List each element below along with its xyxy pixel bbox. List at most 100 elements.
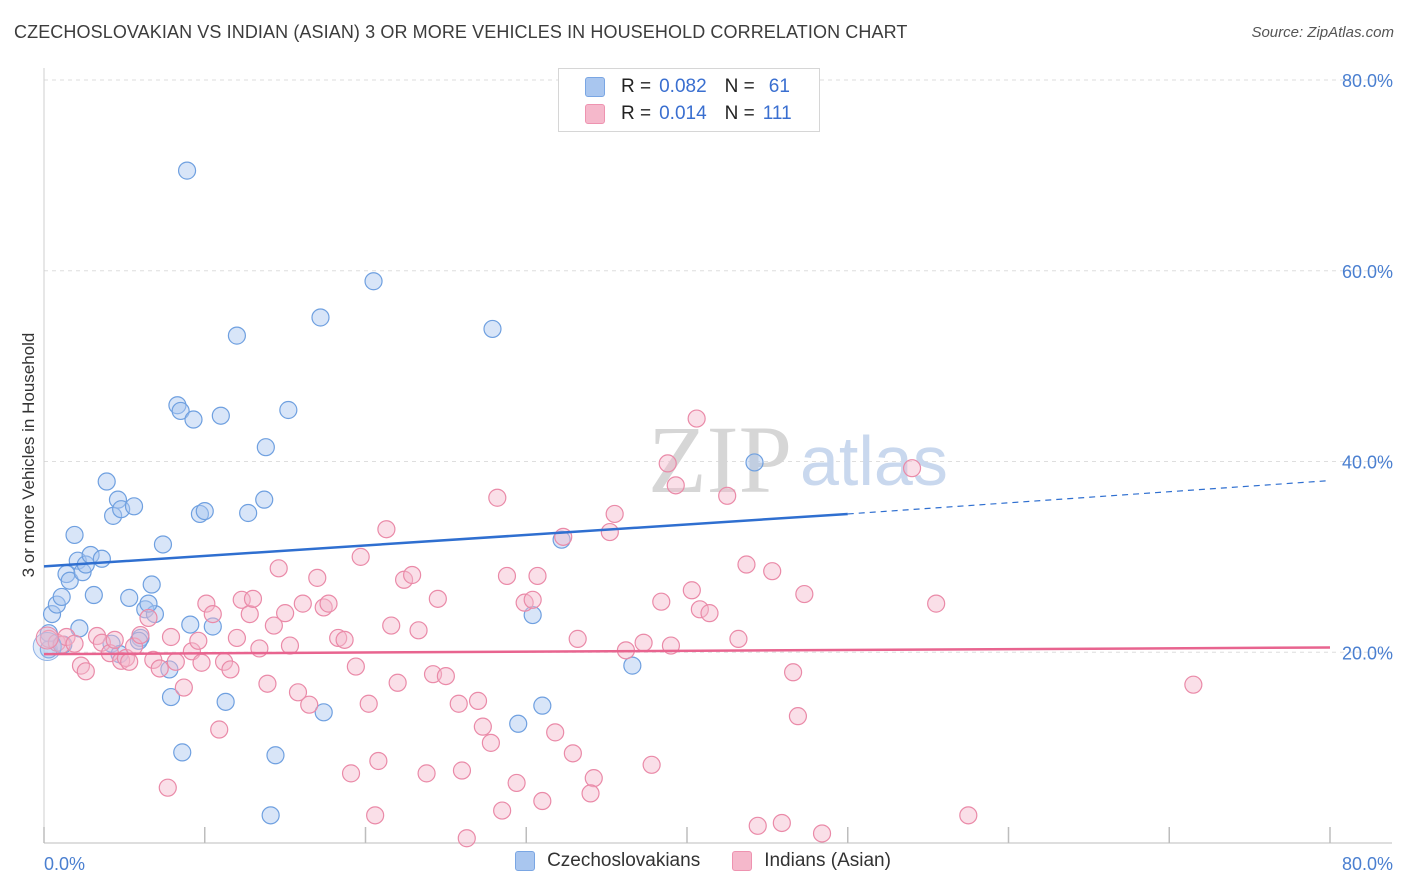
data-point	[308, 568, 327, 587]
data-point	[189, 631, 208, 650]
y-tick-label: 60.0%	[1342, 262, 1393, 282]
data-point	[359, 694, 378, 713]
data-point	[351, 547, 370, 566]
tick-labels: 20.0% 40.0% 60.0% 80.0% 0.0% 80.0%	[44, 71, 1393, 874]
data-point	[335, 630, 354, 649]
data-point	[153, 535, 173, 554]
data-point	[250, 639, 269, 658]
data-point	[84, 585, 103, 605]
data-point	[264, 616, 283, 635]
data-point	[216, 692, 235, 711]
data-point	[158, 778, 177, 797]
data-point	[436, 666, 455, 686]
y-tick-label: 40.0%	[1342, 453, 1393, 473]
y-axis-label: 3 or more Vehicles in Household	[19, 333, 38, 578]
data-point	[605, 504, 624, 524]
data-point	[227, 628, 246, 648]
data-point	[600, 522, 619, 542]
series-legend-item-czechoslovakians: Czechoslovakians	[515, 850, 700, 872]
data-point	[772, 813, 791, 833]
data-point	[92, 549, 111, 568]
data-point	[341, 764, 361, 783]
series-layer	[32, 161, 1203, 848]
data-point	[763, 562, 782, 581]
data-point	[718, 486, 737, 505]
legend-swatch-pink	[585, 104, 605, 124]
data-point	[927, 594, 946, 613]
data-point	[682, 581, 701, 600]
data-point	[65, 525, 84, 545]
grid-lines	[44, 79, 1392, 653]
trend-line-czechoslovakians-extension	[847, 479, 1331, 515]
data-point	[319, 594, 338, 613]
data-point	[346, 657, 365, 676]
data-point	[120, 652, 139, 671]
data-point	[139, 608, 158, 628]
data-point	[795, 584, 814, 604]
data-point	[105, 630, 124, 649]
data-point	[377, 520, 396, 539]
data-point	[658, 454, 677, 473]
data-point	[584, 769, 603, 788]
data-point	[468, 691, 488, 710]
data-point	[329, 628, 348, 648]
data-point	[507, 773, 526, 793]
data-point	[240, 604, 259, 624]
data-point	[293, 594, 312, 613]
data-point	[261, 806, 280, 825]
data-point	[211, 406, 230, 425]
data-point-cluster	[35, 626, 59, 650]
legend-n-value: 61	[768, 76, 790, 97]
data-point	[581, 784, 600, 803]
data-point	[266, 746, 285, 765]
data-point	[488, 488, 507, 507]
legend-n-label: N =	[724, 76, 755, 97]
data-point	[369, 751, 388, 771]
data-point	[314, 703, 333, 722]
data-point	[60, 571, 79, 590]
data-point	[483, 319, 502, 339]
data-point	[168, 396, 187, 415]
data-point	[729, 629, 748, 648]
chart-source: Source: ZipAtlas.com	[1251, 24, 1394, 41]
data-point	[523, 590, 542, 609]
y-tick-label: 20.0%	[1342, 643, 1393, 663]
data-point	[403, 565, 422, 585]
data-point	[42, 604, 62, 624]
data-point	[1184, 675, 1203, 694]
axes	[43, 68, 1392, 844]
data-point	[258, 674, 277, 693]
data-point	[788, 707, 808, 726]
data-point	[52, 587, 71, 607]
data-point	[388, 673, 407, 692]
legend-n-label: N =	[724, 103, 755, 124]
data-point	[166, 652, 185, 671]
data-point	[177, 161, 197, 180]
legend-swatch-blue	[585, 77, 605, 97]
data-point	[108, 490, 128, 509]
data-point	[449, 694, 468, 713]
data-point	[184, 410, 203, 429]
data-point	[192, 653, 211, 672]
data-point	[748, 816, 767, 835]
data-point	[690, 600, 709, 619]
data-point	[181, 615, 200, 634]
data-point	[700, 604, 719, 623]
data-point	[783, 663, 803, 682]
trend-line-indians	[43, 646, 1331, 656]
legend-row-czechoslovakians: R = 0.082 N = 61	[585, 74, 790, 100]
data-point	[131, 625, 150, 645]
data-point	[150, 659, 169, 678]
series-legend-label: Indians (Asian)	[764, 850, 891, 871]
data-point	[563, 744, 582, 763]
data-point	[959, 806, 978, 825]
data-point	[311, 308, 330, 327]
data-point	[452, 761, 472, 780]
data-point	[280, 636, 300, 655]
data-point	[120, 588, 139, 607]
data-point	[687, 409, 706, 428]
data-point	[256, 438, 275, 457]
x-tick-label: 0.0%	[44, 854, 85, 874]
watermark-atlas: atlas	[800, 422, 948, 500]
